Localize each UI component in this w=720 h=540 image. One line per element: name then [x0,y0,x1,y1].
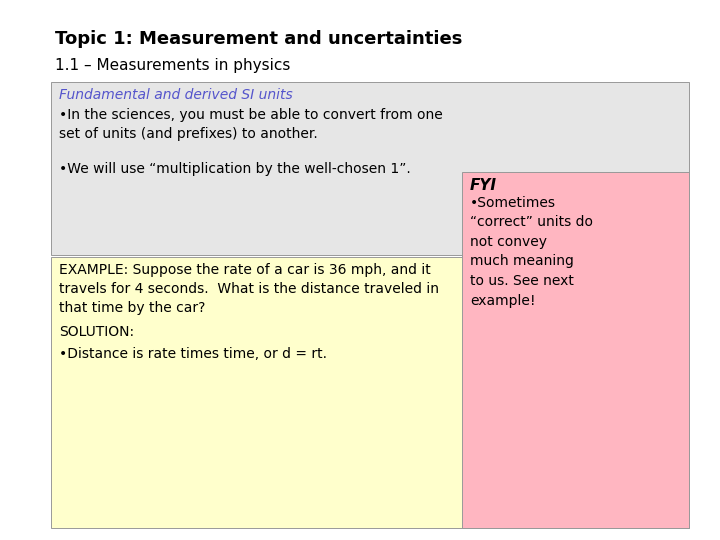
Text: •Sometimes
“correct” units do
not convey
much meaning
to us. See next
example!: •Sometimes “correct” units do not convey… [470,196,593,307]
Text: FYI: FYI [470,178,497,193]
Bar [462,172,689,528]
Text: •In the sciences, you must be able to convert from one
set of units (and prefixe: •In the sciences, you must be able to co… [59,108,443,141]
Text: •We will use “multiplication by the well-chosen 1”.: •We will use “multiplication by the well… [59,162,410,176]
Bar [51,257,689,528]
Bar [51,82,689,255]
Text: 1.1 – Measurements in physics: 1.1 – Measurements in physics [55,58,290,73]
Text: Fundamental and derived SI units: Fundamental and derived SI units [59,88,293,102]
Text: SOLUTION:: SOLUTION: [59,325,134,339]
Text: •Distance is rate times time, or d = rt.: •Distance is rate times time, or d = rt. [59,347,327,361]
Text: Topic 1: Measurement and uncertainties: Topic 1: Measurement and uncertainties [55,30,462,48]
Text: EXAMPLE: Suppose the rate of a car is 36 mph, and it
travels for 4 seconds.  Wha: EXAMPLE: Suppose the rate of a car is 36… [59,263,439,315]
